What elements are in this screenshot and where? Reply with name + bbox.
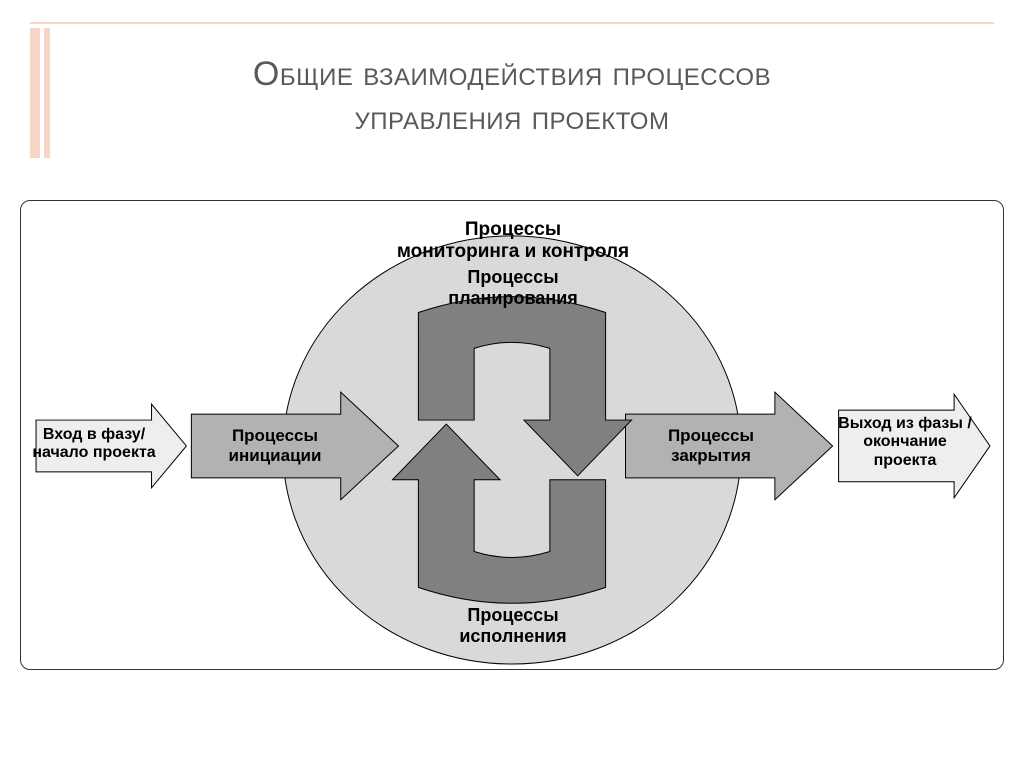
label-closure-2: закрытия bbox=[671, 446, 751, 465]
label-execution: Процессы исполнения bbox=[413, 605, 613, 646]
label-exit: Выход из фазы / окончание проекта bbox=[835, 415, 975, 470]
label-exit-3: проекта bbox=[874, 452, 937, 469]
label-planning-1: Процессы bbox=[467, 267, 558, 287]
label-entry-1: Вход в фазу/ bbox=[43, 426, 145, 443]
label-execution-1: Процессы bbox=[467, 605, 558, 625]
label-initiation-1: Процессы bbox=[232, 426, 318, 445]
label-initiation: Процессы инициации bbox=[205, 426, 345, 465]
label-entry-2: начало проекта bbox=[32, 444, 155, 461]
label-monitoring: Процессы мониторинга и контроля bbox=[363, 219, 663, 263]
label-monitoring-1: Процессы bbox=[465, 219, 561, 240]
label-exit-2: окончание bbox=[863, 433, 947, 450]
slide-title: Общие взаимодействия процессов управлени… bbox=[0, 52, 1024, 140]
decorative-top-line bbox=[30, 22, 994, 24]
label-planning-2: планирования bbox=[448, 288, 578, 308]
label-exit-1: Выход из фазы / bbox=[838, 415, 972, 432]
label-entry: Вход в фазу/ начало проекта bbox=[29, 426, 159, 463]
title-line-1: Общие взаимодействия процессов bbox=[253, 55, 771, 93]
label-closure-1: Процессы bbox=[668, 426, 754, 445]
process-diagram: Процессы мониторинга и контроля Процессы… bbox=[20, 200, 1004, 670]
label-initiation-2: инициации bbox=[229, 446, 322, 465]
label-monitoring-2: мониторинга и контроля bbox=[397, 241, 629, 262]
label-planning: Процессы планирования bbox=[413, 267, 613, 308]
label-closure: Процессы закрытия bbox=[641, 426, 781, 465]
title-line-2: управления проектом bbox=[0, 96, 1024, 140]
label-execution-2: исполнения bbox=[459, 626, 566, 646]
